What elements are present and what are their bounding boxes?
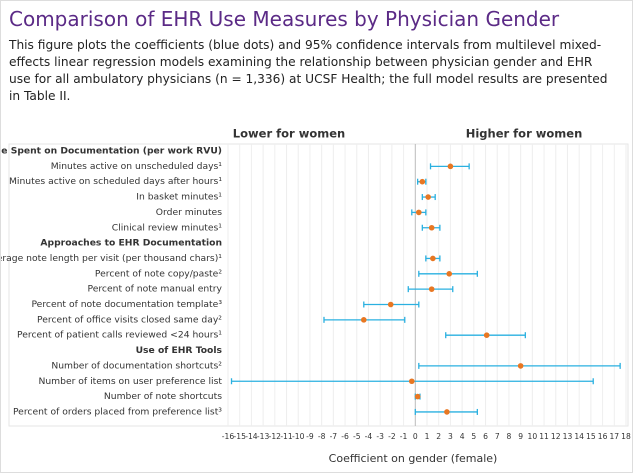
x-tick-label: -11 bbox=[280, 432, 293, 441]
x-tick-label: 10 bbox=[528, 432, 538, 441]
row-label: Clinical review minutes¹ bbox=[112, 222, 223, 233]
point bbox=[430, 255, 436, 262]
annotation: Lower for women bbox=[233, 127, 345, 141]
x-tick-label: -3 bbox=[376, 432, 384, 441]
point bbox=[414, 393, 421, 400]
x-axis-label: Coefficient on gender (female) bbox=[329, 452, 498, 465]
group-header: Time Spent on Documentation (per work RV… bbox=[1, 146, 222, 157]
x-tick-label: -2 bbox=[388, 432, 396, 441]
x-tick-label: -10 bbox=[292, 432, 305, 441]
x-tick-label: -16 bbox=[222, 432, 235, 441]
row-label: Number of note shortcuts bbox=[104, 391, 222, 402]
point bbox=[447, 163, 454, 170]
row-label: Percent of patient calls reviewed <24 ho… bbox=[17, 330, 222, 341]
group-header: Use of EHR Tools bbox=[136, 345, 223, 356]
x-tick-label: 15 bbox=[586, 432, 596, 441]
group-header: Approaches to EHR Documentation bbox=[40, 238, 222, 249]
x-tick-label: 14 bbox=[574, 432, 584, 441]
x-tick-label: -7 bbox=[330, 432, 338, 441]
x-tick-label: -8 bbox=[318, 432, 326, 441]
row-label: Percent of office visits closed same day… bbox=[37, 314, 222, 325]
x-tick-label: 13 bbox=[563, 432, 573, 441]
point bbox=[425, 194, 431, 200]
point bbox=[360, 317, 367, 323]
row-label: Number of items on user preference list bbox=[38, 376, 222, 387]
x-tick-label: -9 bbox=[306, 432, 314, 441]
point bbox=[444, 409, 450, 415]
x-tick-label: 9 bbox=[518, 432, 523, 441]
x-tick-label: 7 bbox=[495, 432, 500, 441]
x-tick-label: 18 bbox=[621, 432, 631, 441]
x-tick-label: 12 bbox=[551, 432, 561, 441]
chart-title: Comparison of EHR Use Measures by Physic… bbox=[9, 7, 560, 31]
point bbox=[517, 363, 524, 369]
x-tick-label: -12 bbox=[269, 432, 282, 441]
row-label: Minutes active on unscheduled days¹ bbox=[51, 161, 223, 172]
x-tick-label: 4 bbox=[460, 432, 465, 441]
row-label: Percent of note manual entry bbox=[87, 284, 222, 295]
row-label: Order minutes bbox=[156, 207, 222, 218]
row-label: Percent of note copy/paste² bbox=[95, 268, 222, 279]
x-tick-label: 6 bbox=[483, 432, 488, 441]
point bbox=[408, 378, 415, 385]
x-tick-label: 16 bbox=[598, 432, 608, 441]
x-tick-label: 11 bbox=[539, 432, 549, 441]
row-label: Percent of orders placed from preference… bbox=[13, 406, 222, 417]
x-tick-label: -14 bbox=[245, 432, 258, 441]
annotation: Higher for women bbox=[466, 127, 583, 141]
row-label: Number of documentation shortcuts² bbox=[51, 360, 222, 371]
x-tick-label: -6 bbox=[341, 432, 349, 441]
x-tick-label: 2 bbox=[436, 432, 441, 441]
point bbox=[428, 286, 435, 292]
x-tick-label: 8 bbox=[507, 432, 512, 441]
row-label: Average note length per visit (per thous… bbox=[1, 253, 222, 264]
x-tick-label: -4 bbox=[365, 432, 373, 441]
row-label: In basket minutes¹ bbox=[136, 192, 222, 203]
chart-subtitle: This figure plots the coefficients (blue… bbox=[9, 38, 608, 103]
point bbox=[428, 224, 435, 231]
x-tick-label: 1 bbox=[425, 432, 430, 441]
row-label: Percent of note documentation template³ bbox=[31, 299, 222, 310]
x-tick-label: 0 bbox=[413, 432, 418, 441]
plot-frame bbox=[8, 143, 629, 427]
x-tick-label: -5 bbox=[353, 432, 361, 441]
x-tick-label: -15 bbox=[234, 432, 247, 441]
point bbox=[483, 332, 490, 339]
x-tick-label: 17 bbox=[609, 432, 619, 441]
row-label: Minutes active on scheduled days after h… bbox=[9, 176, 222, 187]
point bbox=[419, 178, 426, 185]
x-tick-label: -1 bbox=[400, 432, 408, 441]
x-tick-label: 5 bbox=[471, 432, 476, 441]
point bbox=[387, 301, 394, 308]
point bbox=[446, 271, 453, 277]
x-tick-label: 3 bbox=[448, 432, 453, 441]
point bbox=[416, 209, 422, 216]
x-tick-label: -13 bbox=[257, 432, 270, 441]
